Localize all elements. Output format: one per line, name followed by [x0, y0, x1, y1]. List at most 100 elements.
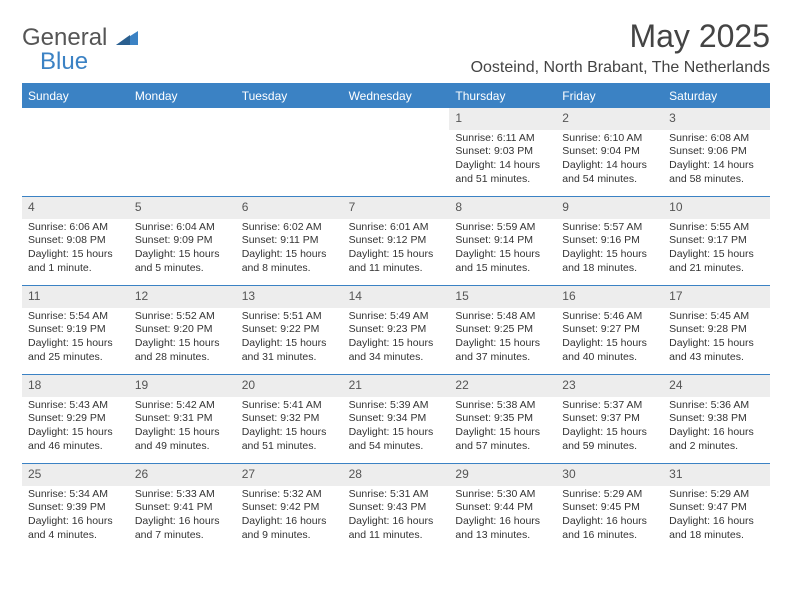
daylight-line: Daylight: 15 hours and 40 minutes.	[562, 337, 657, 364]
daylight-line: Daylight: 16 hours and 7 minutes.	[135, 515, 230, 542]
sunrise-line: Sunrise: 6:01 AM	[349, 221, 444, 235]
sunrise-line: Sunrise: 5:31 AM	[349, 488, 444, 502]
day-cell: 17Sunrise: 5:45 AMSunset: 9:28 PMDayligh…	[663, 286, 770, 374]
day-number: 2	[556, 108, 663, 130]
day-number: 16	[556, 286, 663, 308]
day-cell: 19Sunrise: 5:42 AMSunset: 9:31 PMDayligh…	[129, 375, 236, 463]
logo-text-blue: Blue	[40, 48, 138, 76]
day-cell: 12Sunrise: 5:52 AMSunset: 9:20 PMDayligh…	[129, 286, 236, 374]
day-number: 15	[449, 286, 556, 308]
sunrise-line: Sunrise: 5:39 AM	[349, 399, 444, 413]
logo-triangle-icon	[116, 29, 138, 50]
day-number: 3	[663, 108, 770, 130]
day-cell: 25Sunrise: 5:34 AMSunset: 9:39 PMDayligh…	[22, 464, 129, 552]
sunrise-line: Sunrise: 5:29 AM	[669, 488, 764, 502]
day-details: Sunrise: 5:43 AMSunset: 9:29 PMDaylight:…	[22, 397, 129, 458]
sunset-line: Sunset: 9:12 PM	[349, 234, 444, 248]
day-details: Sunrise: 5:51 AMSunset: 9:22 PMDaylight:…	[236, 308, 343, 369]
daylight-line: Daylight: 15 hours and 18 minutes.	[562, 248, 657, 275]
day-details: Sunrise: 5:41 AMSunset: 9:32 PMDaylight:…	[236, 397, 343, 458]
day-cell	[129, 108, 236, 196]
sunset-line: Sunset: 9:28 PM	[669, 323, 764, 337]
day-number: 29	[449, 464, 556, 486]
sunrise-line: Sunrise: 5:45 AM	[669, 310, 764, 324]
day-details: Sunrise: 5:55 AMSunset: 9:17 PMDaylight:…	[663, 219, 770, 280]
day-details: Sunrise: 6:08 AMSunset: 9:06 PMDaylight:…	[663, 130, 770, 191]
daylight-line: Daylight: 15 hours and 54 minutes.	[349, 426, 444, 453]
day-cell: 9Sunrise: 5:57 AMSunset: 9:16 PMDaylight…	[556, 197, 663, 285]
week-row: 4Sunrise: 6:06 AMSunset: 9:08 PMDaylight…	[22, 196, 770, 285]
day-cell	[236, 108, 343, 196]
daylight-line: Daylight: 15 hours and 21 minutes.	[669, 248, 764, 275]
day-header-cell: Monday	[129, 85, 236, 107]
day-details: Sunrise: 5:29 AMSunset: 9:47 PMDaylight:…	[663, 486, 770, 547]
sunset-line: Sunset: 9:41 PM	[135, 501, 230, 515]
day-cell: 5Sunrise: 6:04 AMSunset: 9:09 PMDaylight…	[129, 197, 236, 285]
daylight-line: Daylight: 15 hours and 57 minutes.	[455, 426, 550, 453]
daylight-line: Daylight: 16 hours and 11 minutes.	[349, 515, 444, 542]
sunset-line: Sunset: 9:09 PM	[135, 234, 230, 248]
day-cell: 1Sunrise: 6:11 AMSunset: 9:03 PMDaylight…	[449, 108, 556, 196]
sunset-line: Sunset: 9:43 PM	[349, 501, 444, 515]
daylight-line: Daylight: 15 hours and 28 minutes.	[135, 337, 230, 364]
daylight-line: Daylight: 15 hours and 59 minutes.	[562, 426, 657, 453]
daylight-line: Daylight: 15 hours and 25 minutes.	[28, 337, 123, 364]
day-cell: 14Sunrise: 5:49 AMSunset: 9:23 PMDayligh…	[343, 286, 450, 374]
sunset-line: Sunset: 9:47 PM	[669, 501, 764, 515]
sunrise-line: Sunrise: 6:06 AM	[28, 221, 123, 235]
sunset-line: Sunset: 9:22 PM	[242, 323, 337, 337]
day-number: 10	[663, 197, 770, 219]
logo: General Blue	[22, 18, 138, 76]
day-cell: 21Sunrise: 5:39 AMSunset: 9:34 PMDayligh…	[343, 375, 450, 463]
day-details: Sunrise: 6:11 AMSunset: 9:03 PMDaylight:…	[449, 130, 556, 191]
sunset-line: Sunset: 9:06 PM	[669, 145, 764, 159]
day-number: 14	[343, 286, 450, 308]
day-number: 21	[343, 375, 450, 397]
day-number: 6	[236, 197, 343, 219]
day-header-cell: Sunday	[22, 85, 129, 107]
sunset-line: Sunset: 9:25 PM	[455, 323, 550, 337]
day-details: Sunrise: 5:59 AMSunset: 9:14 PMDaylight:…	[449, 219, 556, 280]
day-cell: 27Sunrise: 5:32 AMSunset: 9:42 PMDayligh…	[236, 464, 343, 552]
day-number: 9	[556, 197, 663, 219]
day-details: Sunrise: 5:36 AMSunset: 9:38 PMDaylight:…	[663, 397, 770, 458]
sunset-line: Sunset: 9:42 PM	[242, 501, 337, 515]
day-number: 26	[129, 464, 236, 486]
day-details: Sunrise: 6:01 AMSunset: 9:12 PMDaylight:…	[343, 219, 450, 280]
day-details: Sunrise: 5:37 AMSunset: 9:37 PMDaylight:…	[556, 397, 663, 458]
sunrise-line: Sunrise: 5:48 AM	[455, 310, 550, 324]
sunset-line: Sunset: 9:37 PM	[562, 412, 657, 426]
sunrise-line: Sunrise: 5:55 AM	[669, 221, 764, 235]
daylight-line: Daylight: 15 hours and 43 minutes.	[669, 337, 764, 364]
sunset-line: Sunset: 9:45 PM	[562, 501, 657, 515]
sunset-line: Sunset: 9:19 PM	[28, 323, 123, 337]
day-cell: 16Sunrise: 5:46 AMSunset: 9:27 PMDayligh…	[556, 286, 663, 374]
sunrise-line: Sunrise: 5:34 AM	[28, 488, 123, 502]
day-details: Sunrise: 5:31 AMSunset: 9:43 PMDaylight:…	[343, 486, 450, 547]
day-cell: 23Sunrise: 5:37 AMSunset: 9:37 PMDayligh…	[556, 375, 663, 463]
location-text: Oosteind, North Brabant, The Netherlands	[471, 59, 770, 77]
week-row: 18Sunrise: 5:43 AMSunset: 9:29 PMDayligh…	[22, 374, 770, 463]
daylight-line: Daylight: 16 hours and 16 minutes.	[562, 515, 657, 542]
day-details: Sunrise: 6:04 AMSunset: 9:09 PMDaylight:…	[129, 219, 236, 280]
sunset-line: Sunset: 9:08 PM	[28, 234, 123, 248]
title-block: May 2025 Oosteind, North Brabant, The Ne…	[471, 18, 770, 77]
sunset-line: Sunset: 9:35 PM	[455, 412, 550, 426]
day-number: 4	[22, 197, 129, 219]
header: General Blue May 2025 Oosteind, North Br…	[22, 18, 770, 77]
sunset-line: Sunset: 9:04 PM	[562, 145, 657, 159]
day-details: Sunrise: 5:48 AMSunset: 9:25 PMDaylight:…	[449, 308, 556, 369]
sunrise-line: Sunrise: 6:02 AM	[242, 221, 337, 235]
day-number: 19	[129, 375, 236, 397]
sunrise-line: Sunrise: 5:32 AM	[242, 488, 337, 502]
daylight-line: Daylight: 15 hours and 1 minute.	[28, 248, 123, 275]
day-cell: 10Sunrise: 5:55 AMSunset: 9:17 PMDayligh…	[663, 197, 770, 285]
day-cell: 13Sunrise: 5:51 AMSunset: 9:22 PMDayligh…	[236, 286, 343, 374]
day-details: Sunrise: 5:42 AMSunset: 9:31 PMDaylight:…	[129, 397, 236, 458]
week-row: 11Sunrise: 5:54 AMSunset: 9:19 PMDayligh…	[22, 285, 770, 374]
sunrise-line: Sunrise: 5:52 AM	[135, 310, 230, 324]
day-cell: 3Sunrise: 6:08 AMSunset: 9:06 PMDaylight…	[663, 108, 770, 196]
sunset-line: Sunset: 9:29 PM	[28, 412, 123, 426]
logo-text-block: General Blue	[22, 24, 138, 76]
sunrise-line: Sunrise: 5:51 AM	[242, 310, 337, 324]
